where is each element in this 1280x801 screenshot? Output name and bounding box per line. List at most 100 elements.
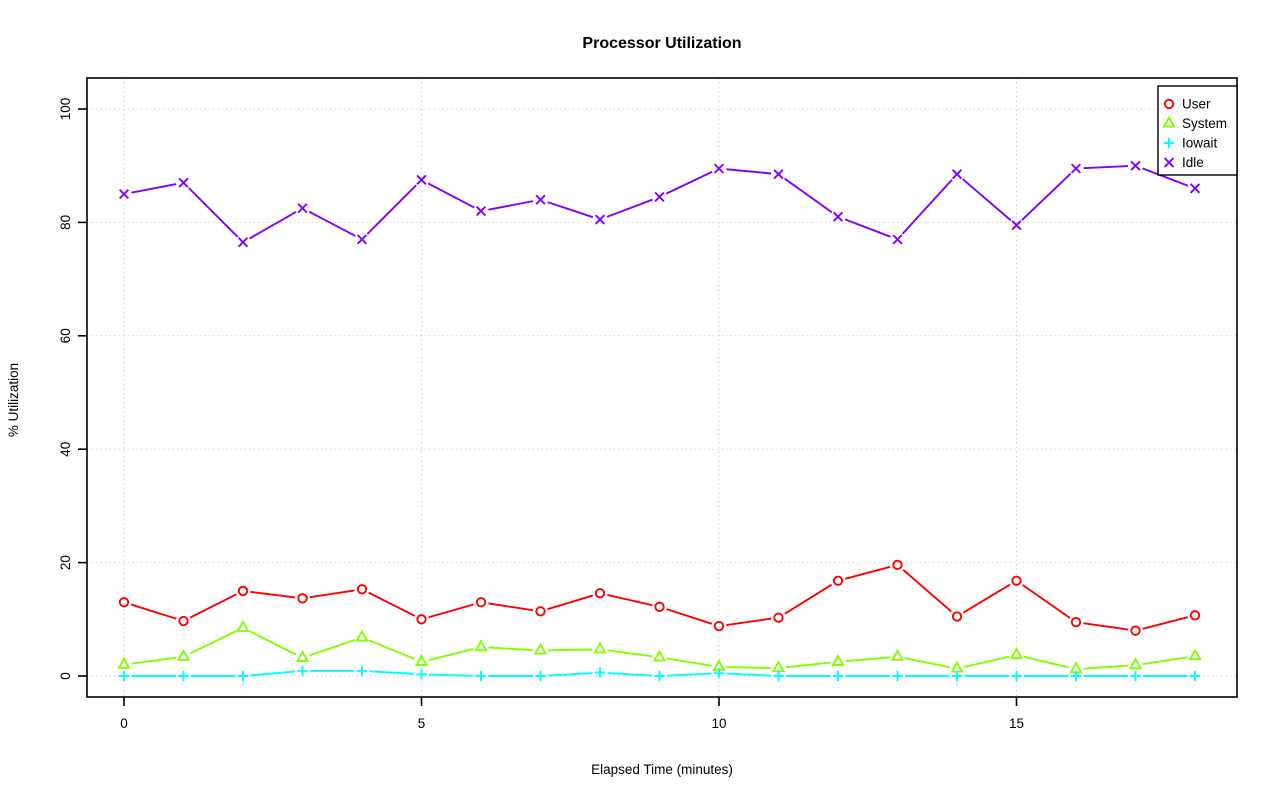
- legend-item-label: Iowait: [1182, 136, 1218, 151]
- legend-item-system: System: [1162, 115, 1227, 131]
- triangle-marker: [1188, 648, 1202, 661]
- circle-marker: [416, 614, 427, 625]
- triangle-marker: [652, 649, 667, 662]
- series-segment: [784, 177, 833, 214]
- series-user: [118, 559, 1201, 636]
- triangle-marker: [533, 642, 548, 655]
- series-segment: [606, 198, 653, 218]
- y-tick-label: 20: [58, 555, 73, 570]
- circle-marker: [1011, 575, 1022, 586]
- x-marker: [773, 169, 784, 180]
- series-segment: [845, 565, 891, 580]
- triangle-marker: [593, 641, 607, 654]
- x-marker: [1189, 183, 1201, 194]
- triangle-marker: [295, 650, 310, 662]
- series-segment: [726, 666, 772, 669]
- series-system: [117, 619, 1202, 674]
- plus-marker: [1163, 137, 1175, 149]
- plot-area: 0 20 40 60 80 100 0 5 10 15 User System Iowait Idle: [58, 77, 1238, 731]
- series-segment: [368, 591, 416, 617]
- series-segment: [964, 655, 1010, 668]
- y-tick-label: 100: [58, 98, 73, 121]
- x-marker: [237, 237, 249, 248]
- series-segment: [607, 649, 653, 658]
- x-marker: [118, 188, 130, 200]
- x-marker: [713, 163, 725, 174]
- series-segment: [189, 593, 237, 619]
- circle-marker: [654, 601, 665, 612]
- triangle-marker: [236, 619, 250, 632]
- series-segment: [250, 590, 296, 599]
- legend: User System Iowait Idle: [1157, 85, 1238, 176]
- series-segment: [428, 603, 475, 619]
- series-segment: [845, 656, 891, 663]
- plus-marker: [416, 669, 427, 680]
- x-tick-label: 0: [120, 716, 128, 731]
- x-marker: [594, 214, 606, 225]
- plot-frame: [86, 77, 1238, 698]
- circle-marker: [178, 615, 189, 627]
- circle-marker: [892, 559, 903, 571]
- circle-marker: [1189, 610, 1201, 621]
- series-segment: [369, 670, 415, 675]
- circle-marker: [713, 620, 725, 632]
- triangle-marker: [1009, 647, 1024, 660]
- series-segment: [784, 583, 833, 615]
- plus-marker: [237, 670, 249, 682]
- series-segment: [249, 630, 297, 656]
- series-idle: [118, 160, 1201, 248]
- circle-marker: [297, 593, 308, 604]
- plus-marker: [1130, 670, 1141, 682]
- series-segment: [488, 200, 534, 211]
- legend-item-label: User: [1182, 97, 1211, 112]
- series-segment: [1083, 622, 1129, 631]
- x-marker: [535, 194, 546, 205]
- series-segment: [488, 646, 534, 652]
- y-tick-label: 0: [58, 672, 73, 680]
- series-segment: [665, 170, 713, 195]
- series-segment: [901, 179, 953, 235]
- x-marker: [832, 211, 844, 222]
- triangle-marker: [414, 653, 429, 666]
- legend-item-label: System: [1182, 116, 1227, 131]
- plus-marker: [178, 670, 189, 682]
- y-axis: 0 20 40 60 80 100: [58, 98, 87, 680]
- series-iowait: [118, 665, 1201, 682]
- plus-marker: [654, 670, 665, 682]
- plus-marker: [535, 670, 546, 682]
- circle-marker: [594, 588, 606, 599]
- series-segment: [309, 589, 355, 599]
- series-segment: [1142, 656, 1188, 666]
- series-segment: [666, 657, 712, 667]
- x-marker: [297, 203, 308, 214]
- circle-marker: [832, 575, 844, 586]
- series-segment: [962, 583, 1011, 614]
- series-segment: [844, 218, 891, 238]
- plus-marker: [773, 670, 784, 682]
- x-tick-label: 10: [711, 716, 726, 731]
- plus-marker: [1189, 670, 1201, 682]
- series-segment: [1083, 664, 1129, 670]
- x-marker: [1130, 160, 1141, 171]
- triangle-marker: [474, 639, 488, 652]
- triangle-marker: [890, 648, 905, 661]
- chart-title: Processor Utilization: [582, 35, 741, 52]
- legend-item-iowait: Iowait: [1163, 136, 1218, 151]
- series-segment: [1142, 167, 1189, 187]
- circle-marker: [475, 597, 487, 608]
- series-segment: [250, 670, 296, 677]
- x-marker: [178, 177, 189, 188]
- x-marker: [416, 174, 427, 185]
- circle-marker: [535, 606, 546, 617]
- plus-marker: [594, 667, 606, 678]
- triangle-marker: [950, 660, 964, 673]
- series-segment: [131, 656, 177, 665]
- series-segment: [309, 638, 356, 657]
- series-segment: [428, 647, 474, 661]
- series-segment: [1023, 655, 1069, 669]
- series-segment: [368, 639, 415, 660]
- series-segment: [308, 210, 356, 237]
- x-marker: [654, 191, 665, 202]
- legend-item-idle: Idle: [1163, 155, 1204, 170]
